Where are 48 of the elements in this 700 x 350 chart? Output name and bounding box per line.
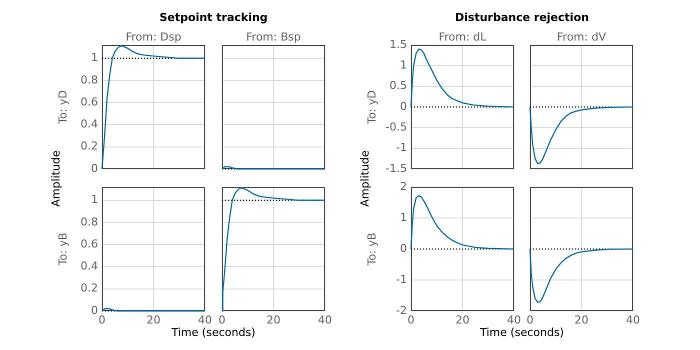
y-tick-label: 1.5 (390, 38, 407, 51)
y-tick-label: 0.8 (80, 73, 98, 86)
y-tick-label: 0.8 (80, 215, 98, 228)
y-tick-label: 1 (400, 210, 407, 224)
y-axis-title: To: yB (56, 232, 70, 266)
y-tick-label: 1 (91, 51, 98, 64)
chart-title: From: Bsp (246, 30, 301, 44)
chart-title: From: dL (438, 30, 488, 44)
y-tick-label: -1 (396, 272, 407, 286)
y-tick-label: -2 (396, 304, 407, 317)
y-tick-label: 0 (400, 100, 407, 113)
y-axis-title: To: yD (365, 90, 378, 125)
y-tick-label: 0.4 (80, 118, 98, 131)
text: Setpoint tracking (160, 11, 268, 24)
chart-title: From: Dsp (126, 30, 182, 44)
y-tick-label: 0.5 (390, 79, 407, 92)
y-tick-label: 0 (91, 304, 98, 317)
y-tick-label: 1 (400, 58, 407, 72)
x-tick-label: 40 (626, 313, 640, 326)
x-tick-label: 40 (507, 313, 521, 326)
text: Time (seconds) (172, 326, 256, 339)
y-tick-label: 0.2 (80, 140, 98, 153)
text: Disturbance rejection (455, 11, 589, 24)
y-tick-label: 1 (91, 193, 98, 206)
x-tick-label: 20 (266, 313, 280, 326)
y-tick-label: 0.2 (80, 282, 98, 295)
y-tick-label: 0.6 (80, 95, 98, 108)
x-tick-label: 20 (574, 313, 588, 326)
y-tick-label: -1.5 (386, 162, 407, 175)
y-axis-title: To: yB (365, 232, 378, 266)
x-tick-label: 0 (526, 313, 534, 326)
y-tick-label: 2 (400, 180, 407, 193)
chart-title: From: dV (557, 30, 606, 44)
x-tick-label: 0 (218, 313, 226, 326)
y-tick-label: 0.4 (80, 260, 98, 273)
text: Amplitude (358, 150, 372, 206)
x-tick-label: 20 (146, 313, 160, 326)
x-tick-label: 40 (198, 313, 212, 326)
x-tick-label: 20 (456, 313, 470, 326)
text: Time (seconds) (480, 326, 564, 339)
y-tick-label: -0.5 (386, 120, 407, 134)
y-tick-label: 0 (400, 242, 407, 255)
y-axis-title: To: yD (56, 90, 70, 125)
y-tick-label: 0.6 (80, 237, 98, 250)
text: Amplitude (49, 150, 62, 206)
y-tick-label: -1 (396, 141, 407, 154)
x-tick-label: 40 (318, 313, 332, 326)
y-tick-label: 0 (91, 162, 98, 175)
